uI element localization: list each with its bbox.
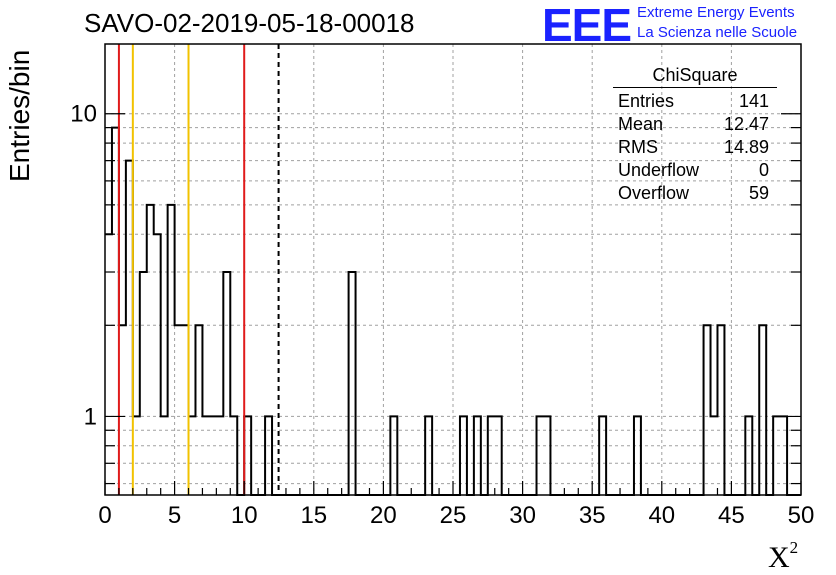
x-axis-label-base: X [768, 541, 790, 574]
stats-row-mean: Mean 12.47 [613, 113, 777, 136]
histogram-bin [140, 272, 147, 495]
histogram-bin [265, 416, 272, 495]
histogram-bin [168, 205, 175, 495]
x-tick-label: 10 [231, 502, 258, 529]
histogram-bin [230, 416, 237, 495]
stats-label: Entries [618, 91, 675, 111]
histogram-bin [599, 416, 606, 495]
stats-label: Overflow [618, 183, 690, 203]
stats-value: 14.89 [723, 137, 769, 157]
histogram-bin [474, 416, 481, 495]
logo-line-1: Extreme Energy Events [637, 4, 795, 21]
histogram-bin [216, 416, 223, 495]
x-tick-label: 50 [788, 502, 815, 529]
stats-label: RMS [618, 137, 658, 157]
histogram-bin [147, 205, 154, 495]
histogram-bin [223, 272, 230, 495]
stats-value: 141 [738, 91, 769, 111]
x-tick-label: 35 [579, 502, 606, 529]
histogram-bin [390, 416, 397, 495]
histogram-bin [780, 416, 787, 495]
y-axis-label: Entries/bin [4, 49, 35, 182]
histogram-bin [745, 416, 752, 495]
y-tick-label: 1 [84, 403, 97, 430]
stats-box: ChiSquare Entries 141 Mean 12.47 RMS 14.… [613, 64, 777, 205]
histogram-bin [105, 234, 112, 495]
x-tick-label: 45 [718, 502, 745, 529]
chart-title: SAVO-02-2019-05-18-00018 [84, 8, 415, 38]
histogram-bin [209, 416, 216, 495]
histogram-bin [161, 416, 168, 495]
stats-row-rms: RMS 14.89 [613, 136, 777, 159]
histogram-bin [488, 416, 495, 495]
histogram-bin [244, 416, 251, 495]
stats-value: 0 [758, 160, 769, 180]
stats-label: Mean [618, 114, 664, 134]
x-tick-label: 0 [98, 502, 111, 529]
stats-value: 12.47 [723, 114, 769, 134]
stats-row-underflow: Underflow 0 [613, 159, 777, 182]
x-axis-label-superscript: 2 [789, 538, 799, 557]
histogram-bin [202, 416, 209, 495]
y-tick-label: 10 [70, 101, 97, 128]
histogram-bin [537, 416, 544, 495]
histogram-bin [189, 416, 196, 495]
histogram-bin [112, 128, 119, 495]
logo-line-2: La Scienza nelle Scuole [637, 24, 798, 41]
histogram-bin [349, 272, 356, 495]
x-tick-label: 25 [440, 502, 467, 529]
x-tick-label: 20 [370, 502, 397, 529]
stats-title: ChiSquare [613, 64, 777, 88]
histogram-bin [711, 416, 718, 495]
histogram-bin [460, 416, 467, 495]
histogram-bin [133, 416, 140, 495]
histogram-bin [773, 416, 780, 495]
stats-row-overflow: Overflow 59 [613, 182, 777, 205]
x-tick-label: 30 [509, 502, 536, 529]
histogram-bin [717, 325, 724, 495]
stats-value: 59 [748, 183, 769, 203]
histogram-bin [634, 416, 641, 495]
histogram-bin [175, 325, 182, 495]
stats-row-entries: Entries 141 [613, 90, 777, 113]
eee-logo: EEE [542, 0, 632, 51]
histogram-bin [425, 416, 432, 495]
histogram-bin [759, 325, 766, 495]
histogram-bin [182, 325, 189, 495]
x-axis-label: X2 [768, 538, 798, 575]
histogram-bin [704, 325, 711, 495]
x-tick-label: 40 [648, 502, 675, 529]
histogram-bin [543, 416, 550, 495]
histogram-bin [126, 161, 133, 495]
stats-label: Underflow [618, 160, 700, 180]
x-tick-label: 15 [300, 502, 327, 529]
histogram-bin [119, 325, 126, 495]
x-tick-label: 5 [168, 502, 181, 529]
histogram-bin [154, 234, 161, 495]
histogram-bin [495, 416, 502, 495]
histogram-bin [195, 325, 202, 495]
